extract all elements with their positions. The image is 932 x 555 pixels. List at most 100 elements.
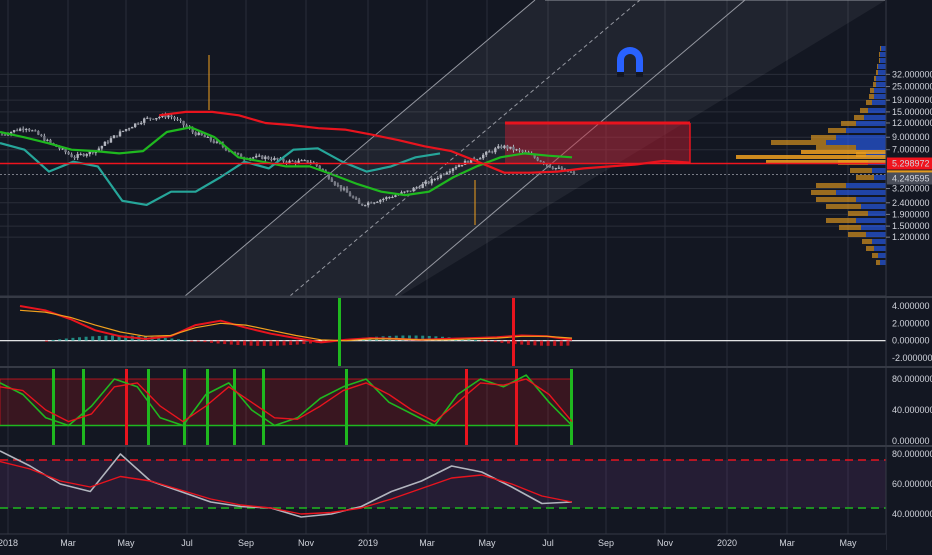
macd-histogram-bar — [487, 340, 491, 342]
resistance-box[interactable] — [505, 121, 691, 164]
time-label: 2020 — [717, 538, 737, 548]
macd-histogram-bar — [249, 340, 253, 346]
candle-body — [363, 205, 367, 207]
candle-body — [267, 156, 270, 159]
candle-body — [536, 157, 539, 161]
rsi-tick-label: 60.000000 — [892, 479, 932, 489]
macd-histogram-bar — [210, 340, 213, 343]
candle-body — [306, 160, 309, 163]
volume-bar-blue — [881, 46, 886, 51]
candle-body — [488, 151, 491, 153]
macd-histogram-bar — [91, 336, 95, 341]
candle-body — [336, 184, 340, 186]
candle-body — [34, 130, 37, 132]
candle-body — [215, 141, 219, 143]
macd-histogram-bar — [493, 340, 497, 343]
candle-body — [133, 123, 137, 128]
rsi-tick-label: 80.000000 — [892, 449, 932, 459]
stoch-buy-bar — [262, 369, 265, 445]
stoch-d-line — [0, 378, 573, 423]
candle-body — [224, 146, 228, 150]
stoch-tick-label: 40.000000 — [892, 405, 932, 415]
macd-histogram-bar — [467, 339, 471, 341]
candle-body — [251, 157, 255, 159]
candle-body — [345, 188, 349, 193]
candle-body — [136, 123, 140, 125]
candle-body — [9, 132, 13, 135]
teal-line — [0, 142, 441, 206]
magnet-icon[interactable] — [617, 47, 643, 77]
candle-body — [342, 188, 346, 190]
stoch-buy-bar — [345, 369, 348, 445]
candle-body — [382, 198, 385, 200]
time-label: Mar — [419, 538, 435, 548]
macd-histogram-bar — [229, 340, 233, 345]
volume-bar-blue — [880, 52, 886, 57]
volume-bar-orange — [874, 76, 876, 81]
price-tick-label: 1.500000 — [892, 221, 930, 231]
candle-body — [179, 119, 182, 121]
volume-bar-orange — [866, 246, 874, 251]
macd-histogram-bar — [84, 336, 88, 341]
volume-bar-blue — [874, 246, 886, 251]
macd-histogram-bar — [533, 340, 537, 346]
volume-bar-blue — [861, 225, 886, 230]
volume-bar-blue — [872, 100, 886, 105]
volume-bar-orange — [856, 152, 866, 157]
candle-body — [436, 177, 440, 179]
volume-bar-blue — [880, 58, 886, 63]
candle-body — [206, 136, 209, 138]
candle-body — [109, 138, 113, 143]
candle-body — [118, 131, 122, 137]
price-axis[interactable]: 32.000000 25.000000 19.000000 15.00000012.0… — [886, 69, 932, 242]
macd-histogram-bar — [282, 340, 286, 346]
volume-bar-orange — [848, 232, 866, 237]
candle-body — [475, 159, 479, 161]
macd-histogram-bar — [190, 340, 194, 342]
candle-body — [194, 132, 197, 136]
macd-histogram-bar — [104, 335, 108, 341]
macd-histogram-bar — [408, 335, 411, 341]
candle-body — [173, 117, 176, 120]
volume-bar-blue — [856, 145, 886, 150]
candle-body — [339, 185, 343, 190]
volume-bar-blue — [878, 253, 886, 258]
stoch-buy-bar — [233, 369, 236, 445]
candle-body — [300, 160, 303, 162]
candle-body — [569, 171, 573, 173]
macd-histogram-bar — [203, 340, 207, 343]
volume-bar-blue — [861, 204, 886, 209]
volume-bar-orange — [816, 197, 856, 202]
volume-bar-blue — [878, 64, 886, 69]
candle-body — [164, 114, 167, 118]
macd-histogram-bar — [223, 340, 227, 345]
candle-body — [445, 172, 449, 175]
candle-body — [185, 125, 188, 127]
price-tick-label: 7.000000 — [892, 145, 930, 155]
volume-bar-orange — [866, 100, 872, 105]
candle-body — [28, 129, 31, 131]
macd-histogram-bar — [474, 339, 477, 341]
candle-body — [233, 152, 237, 154]
candle-body — [49, 139, 52, 144]
time-axis[interactable]: 2018 Mar May Jul Sep Nov 2019 Mar May Jul Sep Nov 20… — [0, 533, 886, 550]
candle-body — [152, 118, 155, 120]
candle-body — [70, 154, 73, 158]
candle-body — [100, 145, 104, 149]
macd-tick-label: -2.000000 — [892, 353, 932, 363]
rsi-tick-label: 40.000000 — [892, 509, 932, 519]
candle-body — [497, 146, 500, 149]
candle-body — [239, 154, 243, 159]
macd-histogram-bar — [309, 340, 312, 344]
volume-bar-blue — [836, 190, 886, 195]
rising-channel[interactable] — [184, 0, 886, 297]
macd-tick-label: 4.000000 — [892, 301, 930, 311]
candle-body — [385, 197, 388, 199]
candle-body — [448, 171, 452, 173]
oscillator-axes[interactable]: 4.000000 2.000000 0.000000 -2.000000 80.0000… — [892, 301, 932, 519]
stoch-sell-bar — [465, 369, 468, 445]
candle-body — [140, 122, 143, 124]
candle-body — [73, 157, 76, 159]
